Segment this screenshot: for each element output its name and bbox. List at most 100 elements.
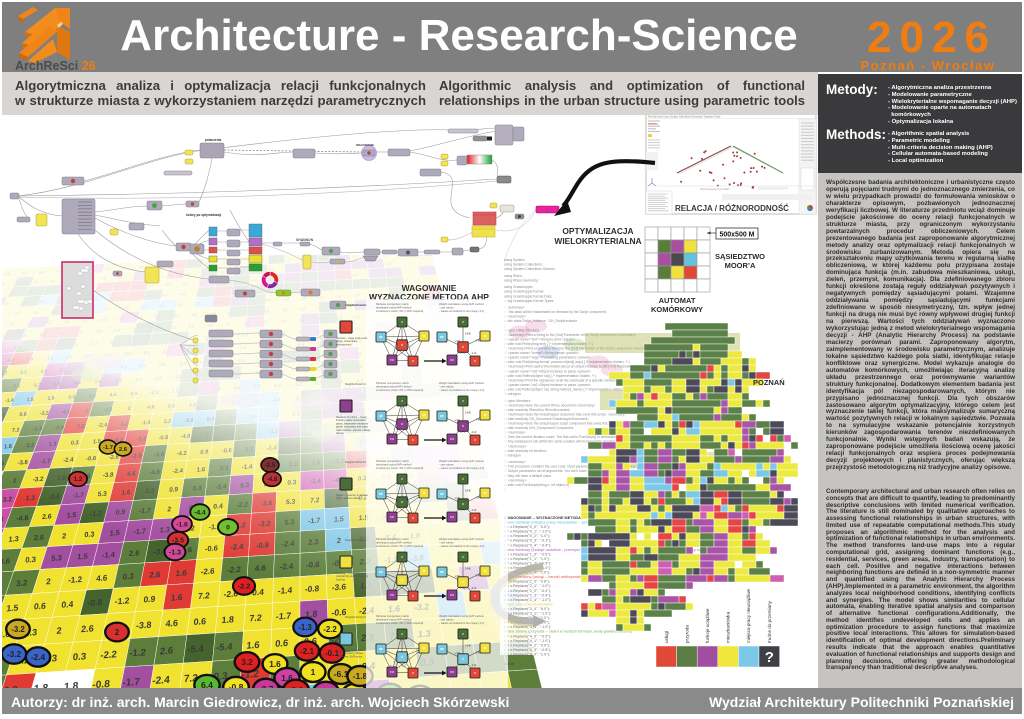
svg-text:Pairwise comparison matrix: Pairwise comparison matrix <box>376 537 410 541</box>
svg-text:/// <summary>: /// <summary> <box>504 460 526 464</box>
svg-text:-3.2: -3.2 <box>11 625 25 634</box>
svg-text:housing: housing <box>336 578 345 581</box>
svg-text:-0.8: -0.8 <box>229 682 244 692</box>
svg-text:1.6: 1.6 <box>269 659 281 669</box>
svg-text:private void Reflect(object ob: private void Reflect(object obj, string … <box>504 388 630 392</box>
svg-text:FU: FU <box>450 593 454 597</box>
svg-text:funkcje uciążliwe: funkcje uciążliwe <box>705 608 710 643</box>
svg-text:U: U <box>474 671 476 675</box>
svg-text:0.045: 0.045 <box>460 665 466 667</box>
svg-text:Pairwise comparison matrix: Pairwise comparison matrix <box>376 302 410 306</box>
svg-text:0.40: 0.40 <box>476 576 481 578</box>
svg-text:Weight calculation using AHP m: Weight calculation using AHP method <box>439 614 484 618</box>
svg-text:plants, wastewater treatment: plants, wastewater treatment <box>336 422 368 425</box>
svg-text:x = x.Replace("3_4", "-1.0");: x = x.Replace("3_4", "-1.0"); <box>504 625 551 629</box>
svg-text:using Grasshopper.Kernel.Data;: using Grasshopper.Kernel.Data; <box>504 294 552 298</box>
svg-text:3.2: 3.2 <box>241 657 253 667</box>
svg-text:0.045: 0.045 <box>460 353 466 355</box>
svg-text:x = x.Replace("1_2", "-0.5");: x = x.Replace("1_2", "-0.5"); <box>504 562 551 566</box>
svg-text:developed using AHP method: developed using AHP method <box>376 384 412 388</box>
svg-text:?: ? <box>765 649 774 666</box>
svg-text:1.6: 1.6 <box>281 673 293 683</box>
svg-text:U: U <box>412 594 414 598</box>
svg-text:WF: WF <box>379 492 383 496</box>
svg-text:/// Gets the current iteration: /// Gets the current iteration count. Th… <box>504 435 644 439</box>
svg-text:Neighborhood for:: Neighborhood for: <box>345 460 367 464</box>
svg-text:developed using AHP method: developed using AHP method <box>376 617 412 621</box>
svg-text:U: U <box>412 516 414 520</box>
svg-text:0.40: 0.40 <box>476 498 481 500</box>
svg-text:U: U <box>462 502 464 506</box>
svg-text:/// This procedure contains th: /// This procedure contains the user cod… <box>504 465 647 469</box>
svg-text:- raw values,: - raw values, <box>439 305 454 309</box>
svg-text:/// <param name="text">String: /// <param name="text">String to print.<… <box>504 337 575 341</box>
svg-text:FU: FU <box>390 515 394 519</box>
svg-text:0: 0 <box>226 524 230 531</box>
svg-text:WYZNACZONE METODĄ AHP: WYZNACZONE METODĄ AHP <box>369 292 489 302</box>
svg-text:0.040: 0.040 <box>465 334 471 336</box>
svg-text:FU: FU <box>450 437 454 441</box>
svg-text:Z: Z <box>401 555 403 559</box>
svg-text:Z: Z <box>462 555 464 559</box>
svg-text:private void RunScript(string: private void RunScript(string x, ref obj… <box>504 483 569 487</box>
svg-text:Z: Z <box>462 320 464 324</box>
svg-text:-3.2: -3.2 <box>7 650 22 659</box>
svg-text:1.2: 1.2 <box>74 476 83 483</box>
svg-text:-4.8: -4.8 <box>267 476 278 483</box>
svg-text:#region Utility functions: #region Utility functions <box>504 328 539 332</box>
svg-text:U: U <box>462 657 464 661</box>
svg-text:forms, surface waters: forms, surface waters <box>336 497 361 500</box>
svg-text:-2.5: -2.5 <box>319 687 334 697</box>
svg-text:-0.1: -0.1 <box>325 649 340 658</box>
svg-text:Z: Z <box>462 632 464 636</box>
svg-text:-1.3: -1.3 <box>298 623 312 632</box>
svg-text:-2.10: -2.10 <box>471 353 477 355</box>
svg-text:developed using AHP method: developed using AHP method <box>376 305 412 309</box>
svg-text:-2.10: -2.10 <box>471 432 477 434</box>
svg-text:WF: WF <box>379 647 383 651</box>
svg-text:/// <summary>Gets the Grasshop: /// <summary>Gets the Grasshopper script… <box>504 422 637 426</box>
svg-text:WF: WF <box>379 414 383 418</box>
svg-text:-2.30: -2.30 <box>455 576 461 578</box>
svg-text:2: 2 <box>115 628 120 637</box>
svg-text:-2.10: -2.10 <box>471 510 477 512</box>
svg-text:x = x.Replace("2_2", "-0.4");: x = x.Replace("2_2", "-0.4"); <box>504 589 551 593</box>
svg-text:0.40: 0.40 <box>476 341 481 343</box>
svg-text:-2.10: -2.10 <box>471 588 477 590</box>
svg-text:-1.3: -1.3 <box>169 549 181 557</box>
svg-text:SHANNON: SHANNON <box>296 238 314 242</box>
svg-text:WF: WF <box>440 335 444 339</box>
svg-text:U: U <box>401 500 403 504</box>
svg-text:U: U <box>474 594 476 598</box>
svg-text:multi-family and single-family: multi-family and single-family <box>336 575 369 578</box>
svg-text:/// <summary>Print the signatu: /// <summary>Print the signatures of all… <box>504 378 707 382</box>
svg-text:- values normalized to the ran: - values normalized to the range [-1;1] <box>439 309 485 313</box>
svg-text:-2.5: -2.5 <box>265 462 276 469</box>
svg-text:POZNAŃ: POZNAŃ <box>753 378 785 387</box>
svg-text:trudne do przemiany: trudne do przemiany <box>767 600 772 643</box>
svg-text:-1.7: -1.7 <box>103 445 114 451</box>
svg-text:x = x.Replace("4_0", "-0.5");: x = x.Replace("4_0", "-0.5"); <box>504 634 551 638</box>
svg-text:x = x.Replace("4_4", "1.0");: x = x.Replace("4_4", "1.0"); <box>504 653 550 657</box>
svg-text:private readonly IGH_Component: private readonly IGH_Component Component… <box>504 426 574 430</box>
svg-text:U: U <box>462 580 464 584</box>
svg-text:U: U <box>401 343 403 347</box>
svg-text:2.6: 2.6 <box>119 447 128 453</box>
svg-text:shops, restaurants,: shops, restaurants, <box>336 340 358 343</box>
svg-text:using System;: using System; <box>504 258 525 262</box>
svg-text:/// <param name="obj">Object i: /// <param name="obj">Object instance to… <box>504 383 591 387</box>
svg-text:x = x.Replace("0_0", "0.0");: x = x.Replace("0_0", "0.0"); <box>504 525 550 529</box>
svg-text:x = x.Replace("2_4", "-1.0");: x = x.Replace("2_4", "-1.0"); <box>504 598 551 602</box>
svg-text:-2.10: -2.10 <box>471 665 477 667</box>
svg-text:U: U <box>474 359 476 363</box>
svg-text:- values normalized to the ran: - values normalized to the range [-1;1] <box>439 466 485 470</box>
svg-text:0.40: 0.40 <box>476 420 481 422</box>
svg-text:Z: Z <box>401 477 403 481</box>
svg-text:x = x.Replace("1_1", "1.0");: x = x.Replace("1_1", "1.0"); <box>504 557 550 561</box>
svg-text:industry, waste incineration: industry, waste incineration <box>336 419 367 422</box>
svg-text:U: U <box>474 438 476 442</box>
svg-text:-3.5: -3.5 <box>172 537 184 544</box>
svg-text:x = x.Replace("2_3", "-0.4");: x = x.Replace("2_3", "-0.4"); <box>504 593 551 597</box>
svg-text:przyroda: przyroda <box>684 625 689 643</box>
svg-text:- raw values,: - raw values, <box>439 384 454 388</box>
